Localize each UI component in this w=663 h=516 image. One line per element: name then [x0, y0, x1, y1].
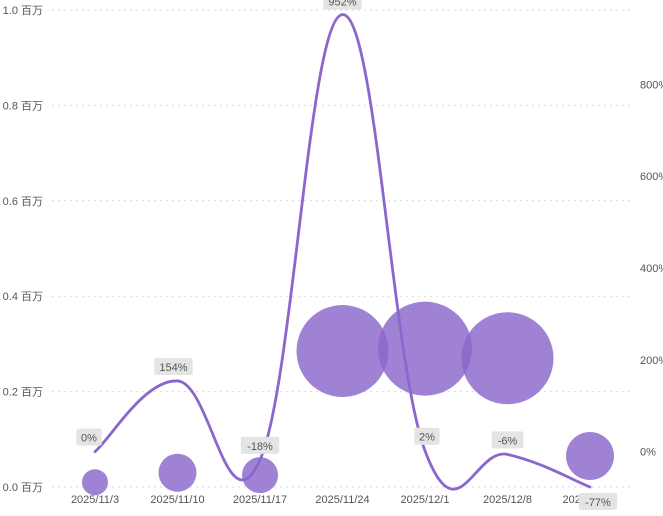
data-label: 154% [154, 357, 193, 375]
right-tick-label: 0% [640, 447, 656, 459]
bubble-point [566, 431, 614, 480]
bubble-point [296, 305, 389, 398]
data-label-box [414, 427, 440, 445]
right-tick-label: 600% [640, 171, 663, 183]
data-label-box [154, 357, 193, 375]
data-label-text: 952% [328, 0, 356, 9]
bubble-series [82, 301, 614, 496]
growth-line [93, 13, 592, 491]
line-series [93, 13, 592, 491]
data-label-text: 154% [159, 362, 187, 374]
left-tick-label: 0.0 百万 [3, 482, 43, 494]
data-label: 2% [414, 427, 440, 445]
x-tick-label: 2025/11/24 [315, 494, 369, 506]
data-label: -77% [578, 493, 618, 510]
data-label: -18% [240, 436, 280, 454]
data-label-box [76, 428, 102, 446]
gridlines [52, 9, 632, 488]
data-label: 952% [323, 0, 362, 10]
data-label-text: -18% [247, 441, 273, 453]
left-tick-label: 0.4 百万 [3, 291, 43, 303]
data-label-text: -77% [585, 497, 611, 509]
bubble-point [461, 312, 554, 405]
right-tick-label: 200% [640, 355, 663, 367]
bubble-point [242, 457, 278, 494]
x-tick-label: 2025/11/10 [150, 494, 204, 506]
x-tick-label: 2025/11/3 [71, 494, 119, 506]
data-label-text: 0% [81, 433, 97, 445]
data-label-box [578, 493, 618, 510]
bubble-point [158, 453, 197, 492]
data-label-text: 2% [419, 432, 435, 444]
data-labels: 0% 154% -18% 952% 2% -6% -77% [76, 0, 618, 510]
data-label: -6% [491, 431, 524, 449]
left-tick-label: 0.6 百万 [3, 196, 43, 208]
right-tick-label: 800% [640, 79, 663, 91]
data-label-text: -6% [498, 435, 518, 447]
bubble-point [378, 301, 472, 396]
data-label-box [323, 0, 362, 10]
x-axis: 2025/11/3 2025/11/10 2025/11/17 2025/11/24 2… [71, 494, 618, 506]
left-axis: 0.0 百万 0.2 百万 0.4 百万 0.6 百万 0.8 百万 1.0 百万 [3, 5, 43, 494]
left-tick-label: 0.2 百万 [3, 387, 43, 399]
x-tick-label: 2025/11/17 [233, 494, 287, 506]
data-label-box [491, 431, 524, 449]
left-tick-label: 1.0 百万 [3, 5, 43, 17]
bubble-point [82, 469, 108, 496]
x-tick-label: 2025/12/1 [401, 494, 450, 506]
right-tick-label: 400% [640, 263, 663, 275]
left-tick-label: 0.8 百万 [3, 100, 43, 112]
data-label: 0% [76, 428, 102, 446]
x-tick-label: 2025/12/8 [483, 494, 532, 506]
right-axis: 0% 200% 400% 600% 800% [640, 79, 663, 458]
data-label-box [240, 436, 280, 454]
